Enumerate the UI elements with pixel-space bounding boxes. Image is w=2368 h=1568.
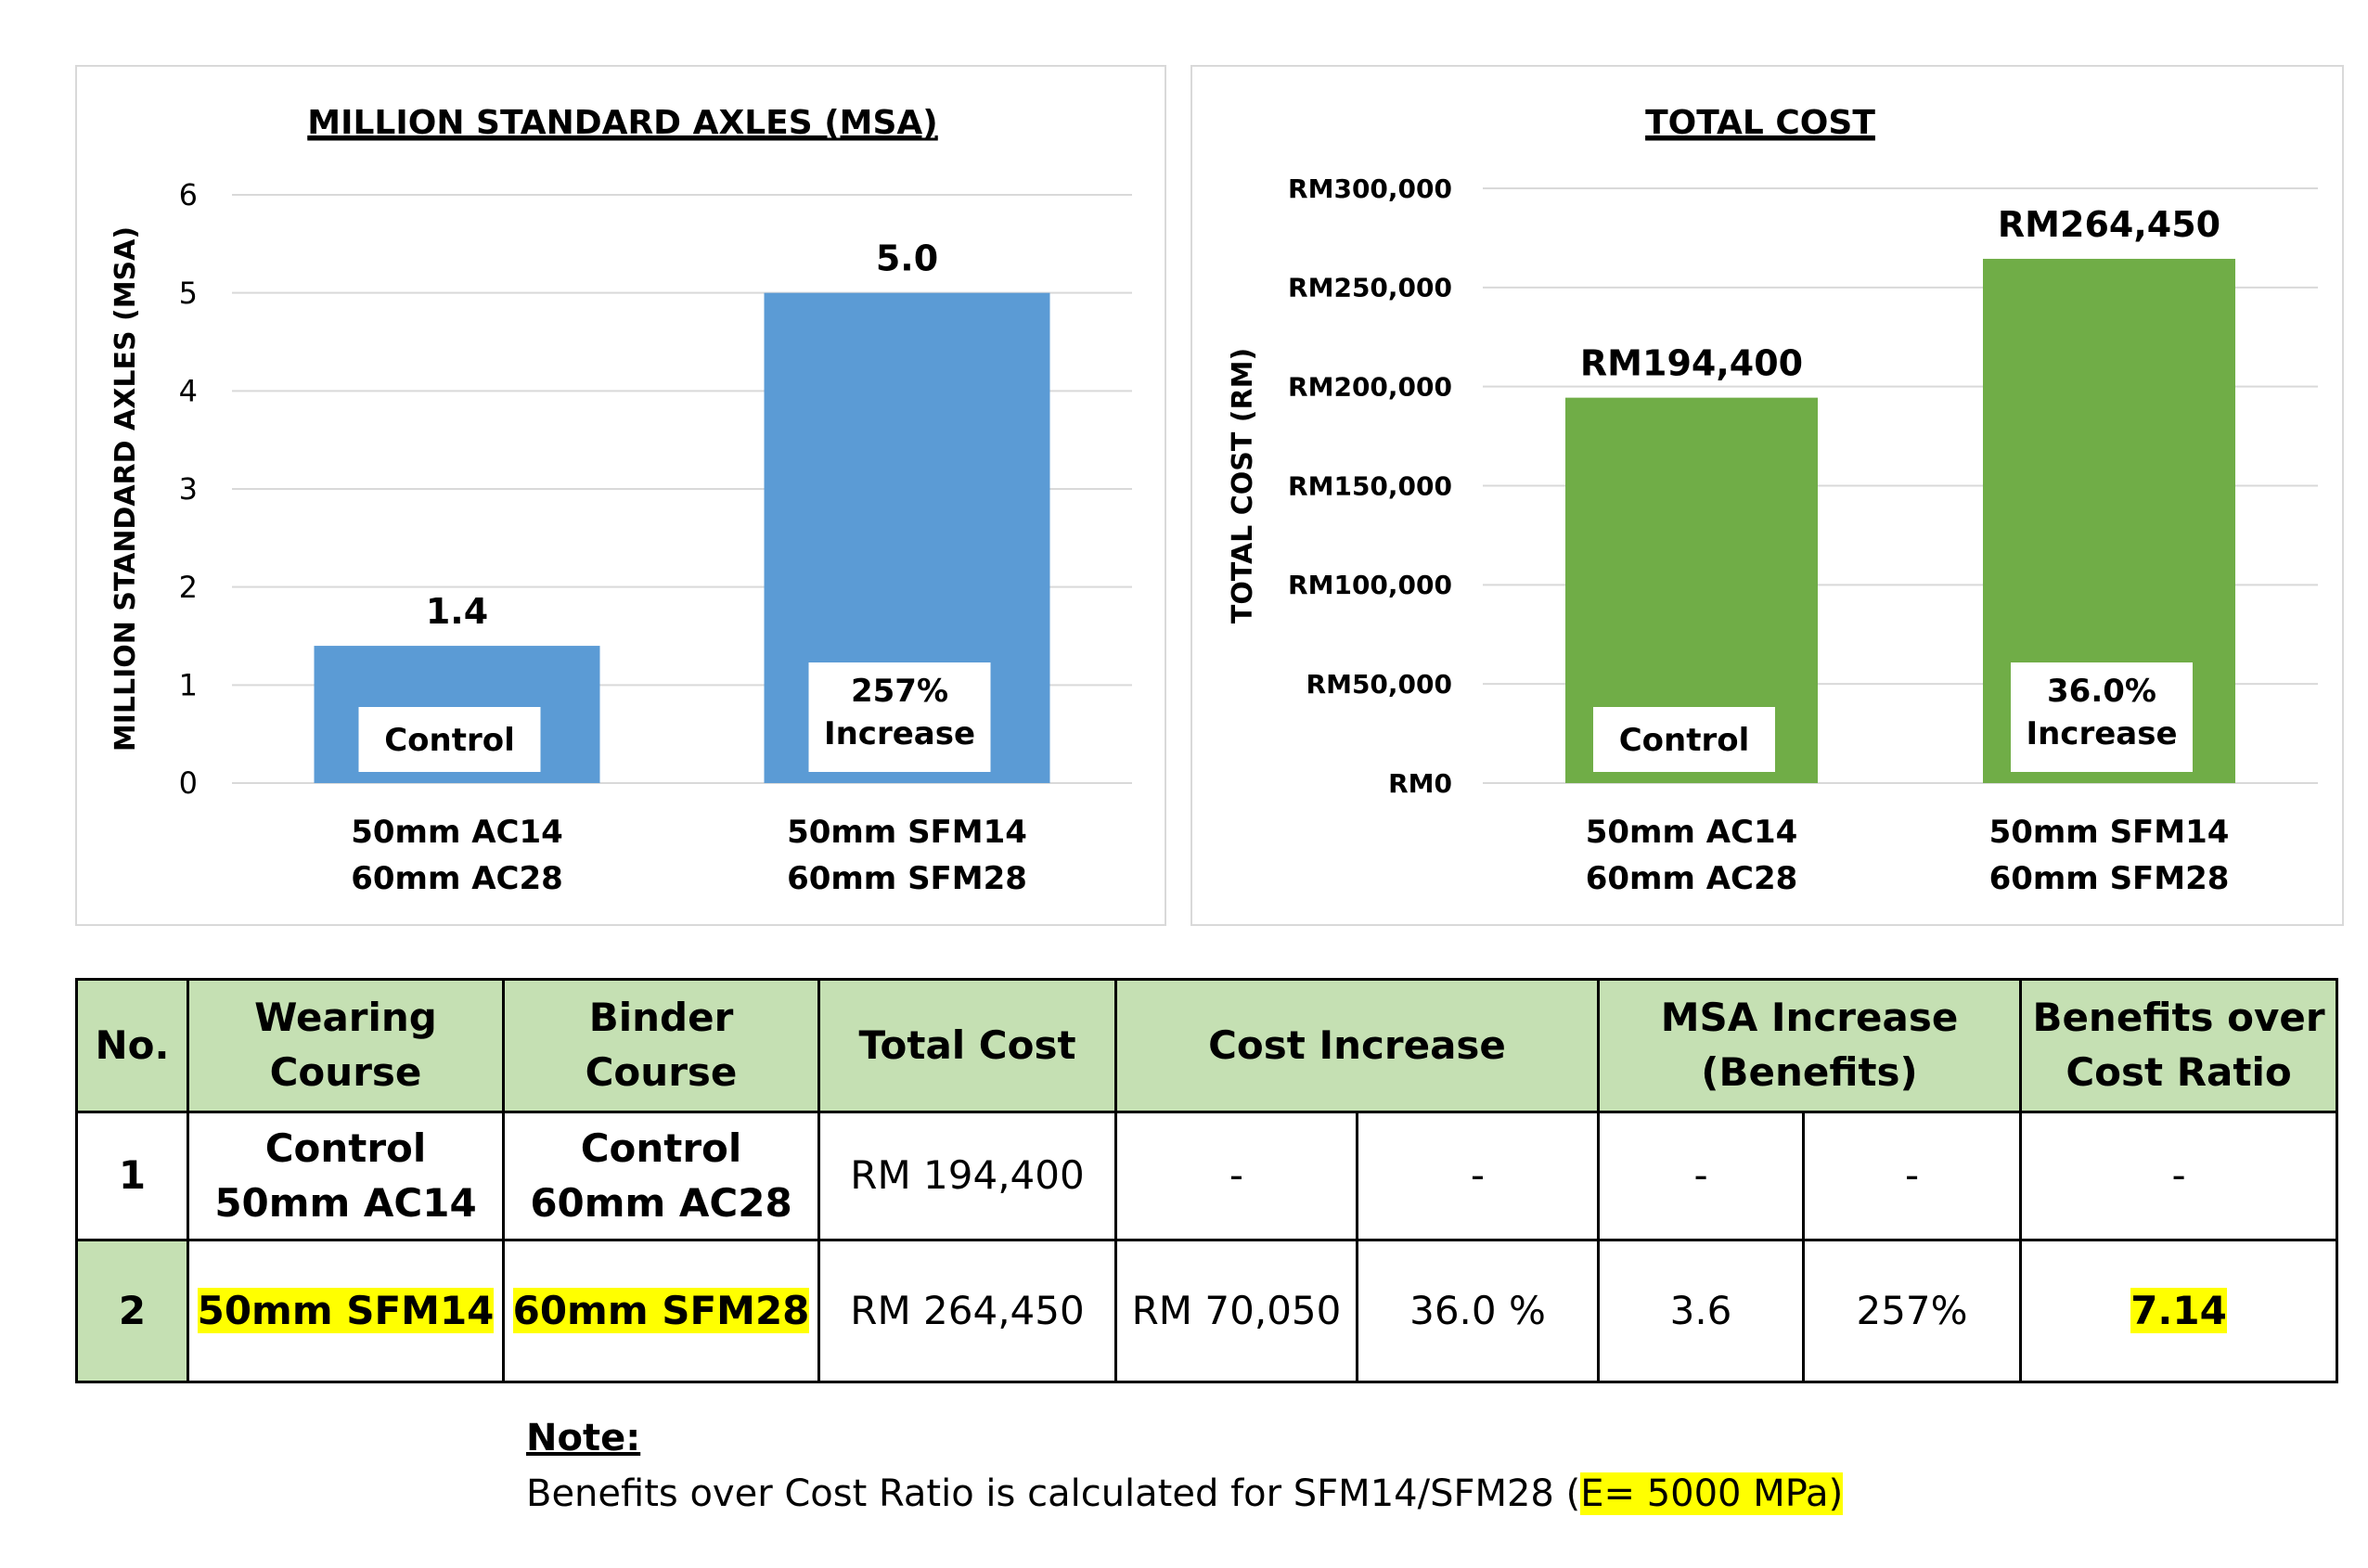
msa-y-tick-label: 5 [179, 276, 198, 311]
cost-y-axis-label: TOTAL COST (RM) [1227, 348, 1259, 623]
header-no: No. [75, 978, 189, 1113]
msa-data-label: 1.4 [426, 591, 488, 632]
msa-y-tick-label: 0 [179, 765, 198, 801]
header-ratio-line2: Cost Ratio [2066, 1049, 2292, 1095]
header-wearing-course: Wearing Course [187, 978, 505, 1113]
row2-msa-increase-abs: 3.6 [1597, 1239, 1806, 1383]
row2-wearing: 50mm SFM14 [187, 1239, 505, 1383]
cost-x-tick-label: 60mm AC28 [1586, 860, 1798, 897]
header-total-cost: Total Cost [817, 978, 1117, 1113]
row1-total-cost: RM 194,400 [817, 1111, 1117, 1241]
header-ratio-line1: Benefits over [2032, 995, 2325, 1041]
cost-inner-label-box [1593, 707, 1775, 772]
msa-y-tick-label: 1 [179, 668, 198, 703]
header-msa-line1: MSA Increase [1660, 995, 1959, 1041]
row2-cost-increase-rm: RM 70,050 [1114, 1239, 1358, 1383]
table-header-row: No. Wearing Course Binder Course Total C… [75, 978, 2339, 1113]
row2-binder: 60mm SFM28 [502, 1239, 820, 1383]
msa-chart-panel: MILLION STANDARD AXLES (MSA) 0 1 2 3 4 5 6 MILLI… [75, 65, 1166, 926]
row2-binder-value: 60mm SFM28 [512, 1287, 810, 1333]
row1-msa-increase-abs: - [1597, 1111, 1806, 1241]
msa-y-tick-label: 6 [179, 177, 198, 212]
header-binder-line2: Course [585, 1049, 738, 1095]
row1-wearing-line2: 50mm AC14 [214, 1179, 477, 1226]
row1-msa-increase-pct: - [1802, 1111, 2023, 1241]
note-highlight: E= 5000 MPa) [1580, 1472, 1844, 1515]
row1-cost-increase-rm: - [1114, 1111, 1358, 1241]
note-text-prefix: Benefits over Cost Ratio is calculated f… [526, 1472, 1581, 1515]
cost-y-tick-label: RM0 [1388, 768, 1452, 799]
cost-y-tick-label: RM150,000 [1288, 470, 1452, 501]
note: Note: Benefits over Cost Ratio is calcul… [526, 1410, 1844, 1522]
msa-x-tick-label: 60mm AC28 [351, 860, 563, 897]
cost-inner-label: Increase [2026, 715, 2177, 752]
cost-chart: TOTAL COST RM0 RM50,000 RM100,000 RM150,000 R… [1227, 104, 2318, 897]
row2-ratio: 7.14 [2019, 1239, 2339, 1383]
header-msa-increase: MSA Increase (Benefits) [1597, 978, 2023, 1113]
cost-chart-panel: TOTAL COST RM0 RM50,000 RM100,000 RM150,000 R… [1190, 65, 2344, 926]
msa-inner-label-box [808, 662, 991, 772]
note-title: Note: [526, 1417, 641, 1459]
row1-binder-line1: Control [580, 1125, 742, 1171]
msa-inner-label: 257% [851, 673, 948, 710]
cost-y-tick-label: RM200,000 [1288, 371, 1452, 402]
cost-x-tick-label: 50mm SFM14 [1989, 814, 2230, 851]
row2-no: 2 [75, 1239, 189, 1383]
table-row: 2 50mm SFM14 60mm SFM28 RM 264,450 RM 70… [75, 1239, 2339, 1383]
cost-y-tick-label: RM100,000 [1288, 570, 1452, 600]
msa-x-tick-label: 60mm SFM28 [787, 860, 1027, 897]
cost-x-tick-label: 50mm AC14 [1586, 814, 1798, 851]
row2-wearing-value: 50mm SFM14 [197, 1287, 495, 1333]
msa-y-tick-label: 3 [179, 471, 198, 507]
cost-x-tick-label: 60mm SFM28 [1989, 860, 2230, 897]
header-binder-course: Binder Course [502, 978, 820, 1113]
summary-table: No. Wearing Course Binder Course Total C… [75, 978, 2339, 1383]
row2-cost-increase-pct: 36.0 % [1355, 1239, 1601, 1383]
row2-msa-increase-pct: 257% [1802, 1239, 2023, 1383]
note-text: Benefits over Cost Ratio is calculated f… [526, 1466, 1844, 1522]
cost-y-tick-label: RM300,000 [1288, 174, 1452, 204]
row1-no: 1 [75, 1111, 189, 1241]
cost-inner-label: Control [1619, 722, 1750, 759]
msa-title: MILLION STANDARD AXLES (MSA) [307, 104, 937, 142]
row1-binder-line2: 60mm AC28 [530, 1179, 792, 1226]
header-wearing-line1: Wearing [254, 995, 437, 1041]
row2-ratio-value: 7.14 [2130, 1287, 2227, 1333]
cost-data-label: RM194,400 [1580, 343, 1803, 384]
msa-data-label: 5.0 [876, 238, 938, 279]
header-binder-line1: Binder [588, 995, 734, 1041]
cost-title: TOTAL COST [1645, 104, 1875, 142]
msa-inner-label-box [358, 707, 541, 772]
header-wearing-line2: Course [269, 1049, 422, 1095]
row1-ratio: - [2019, 1111, 2339, 1241]
row1-cost-increase-pct: - [1355, 1111, 1601, 1241]
msa-x-tick-label: 50mm AC14 [351, 814, 563, 851]
table-row: 1 Control 50mm AC14 Control 60mm AC28 RM… [75, 1111, 2339, 1241]
row2-total-cost: RM 264,450 [817, 1239, 1117, 1383]
msa-y-tick-label: 4 [179, 374, 198, 409]
cost-inner-label: 36.0% [2047, 673, 2156, 710]
row1-binder: Control 60mm AC28 [502, 1111, 820, 1241]
msa-chart: MILLION STANDARD AXLES (MSA) 0 1 2 3 4 5 6 MILLI… [109, 104, 1132, 897]
msa-inner-label: Control [384, 722, 515, 759]
msa-y-tick-label: 2 [179, 570, 198, 605]
msa-inner-label: Increase [824, 715, 975, 752]
msa-y-axis-label: MILLION STANDARD AXLES (MSA) [109, 226, 142, 752]
cost-y-tick-label: RM250,000 [1288, 273, 1452, 303]
header-ratio: Benefits over Cost Ratio [2019, 978, 2339, 1113]
msa-x-tick-label: 50mm SFM14 [787, 814, 1027, 851]
header-cost-increase: Cost Increase [1113, 978, 1601, 1113]
row1-wearing-line1: Control [264, 1125, 427, 1171]
row1-wearing: Control 50mm AC14 [187, 1111, 505, 1241]
cost-inner-label-box [2011, 662, 2193, 772]
header-msa-line2: (Benefits) [1701, 1049, 1918, 1095]
cost-y-tick-label: RM50,000 [1306, 669, 1452, 700]
cost-data-label: RM264,450 [1998, 204, 2220, 245]
